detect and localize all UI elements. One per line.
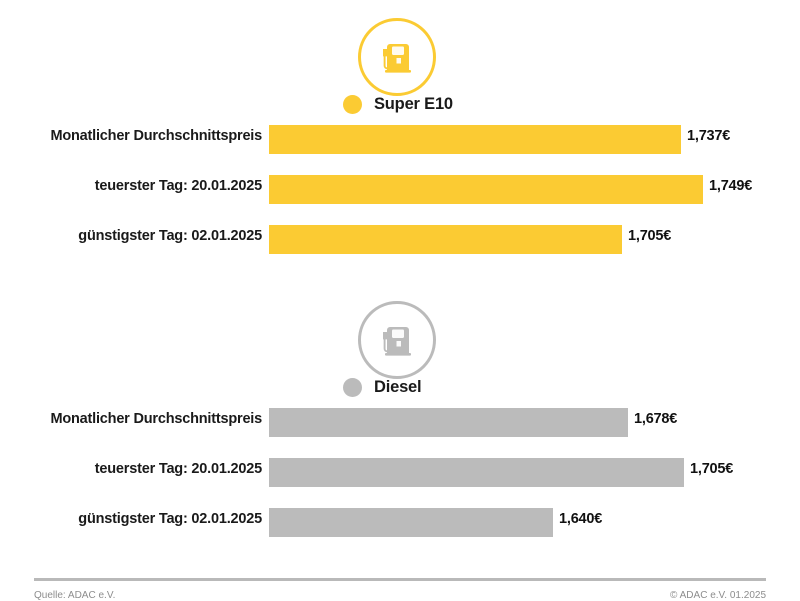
bar-value-label: 1,678€ [634, 411, 678, 427]
bar-row-label: teuerster Tag: 20.01.2025 [94, 461, 262, 477]
footer-copyright: © ADAC e.V. 01.2025 [670, 590, 766, 601]
legend-color-dot [343, 377, 362, 397]
bar-row-label: Monatlicher Durchschnittspreis [50, 411, 262, 427]
bar-row-label: günstigster Tag: 02.01.2025 [78, 228, 262, 244]
bar-rows-super-e10: Monatlicher Durchschnittspreis 1,737€ te… [0, 125, 800, 275]
bar-rows-diesel: Monatlicher Durchschnittspreis 1,678€ te… [0, 408, 800, 558]
legend-super-e10: Super E10 [343, 93, 453, 115]
bar-row-label: günstigster Tag: 02.01.2025 [78, 511, 262, 527]
fuel-pump-icon [375, 35, 419, 79]
bar-value-label: 1,737€ [687, 128, 731, 144]
bar-value-label: 1,705€ [628, 228, 672, 244]
footer-divider [34, 578, 766, 581]
bar-super-avg [269, 125, 681, 154]
fuel-pump-icon-badge-diesel [358, 301, 436, 379]
bar-diesel-max [269, 458, 684, 487]
bar-diesel-min [269, 508, 553, 537]
legend-color-dot [343, 94, 362, 114]
fuel-pump-icon [375, 318, 419, 362]
table-row: günstigster Tag: 02.01.2025 1,705€ [0, 225, 800, 275]
legend-diesel: Diesel [343, 376, 422, 398]
footer-source: Quelle: ADAC e.V. [34, 590, 116, 601]
bar-diesel-avg [269, 408, 628, 437]
legend-label: Diesel [374, 377, 422, 396]
table-row: teuerster Tag: 20.01.2025 1,705€ [0, 458, 800, 508]
table-row: Monatlicher Durchschnittspreis 1,678€ [0, 408, 800, 458]
table-row: günstigster Tag: 02.01.2025 1,640€ [0, 508, 800, 558]
bar-value-label: 1,749€ [709, 178, 753, 194]
bar-super-max [269, 175, 703, 204]
bar-super-min [269, 225, 622, 254]
table-row: teuerster Tag: 20.01.2025 1,749€ [0, 175, 800, 225]
legend-label: Super E10 [374, 94, 453, 113]
bar-row-label: teuerster Tag: 20.01.2025 [94, 178, 262, 194]
bar-row-label: Monatlicher Durchschnittspreis [50, 128, 262, 144]
bar-value-label: 1,705€ [690, 461, 734, 477]
table-row: Monatlicher Durchschnittspreis 1,737€ [0, 125, 800, 175]
bar-value-label: 1,640€ [559, 511, 603, 527]
fuel-pump-icon-badge-super [358, 18, 436, 96]
